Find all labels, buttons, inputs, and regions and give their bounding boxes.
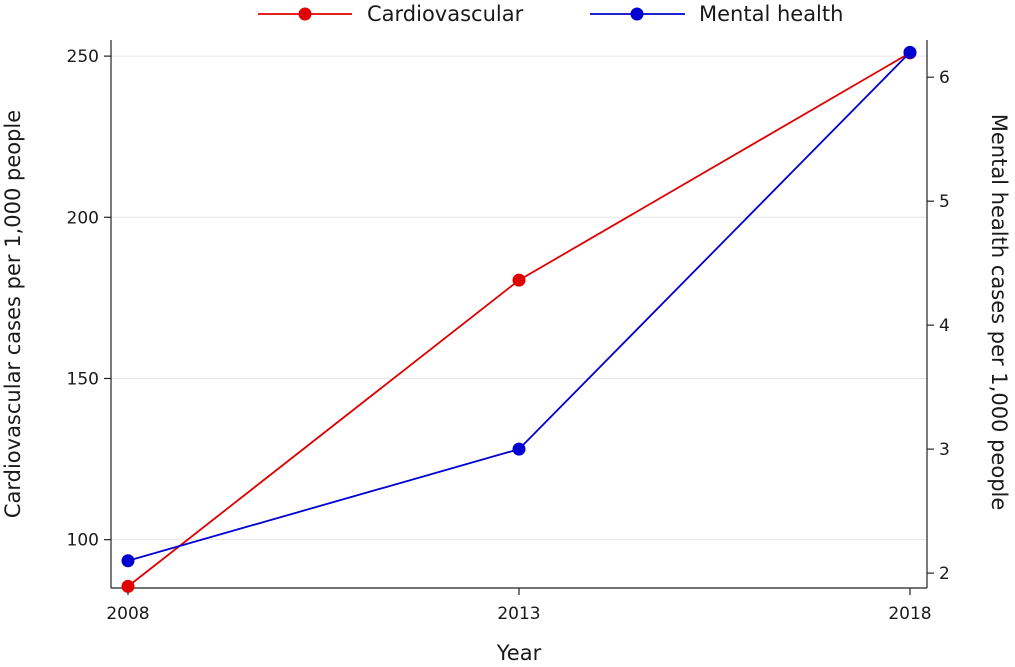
legend: Cardiovascular Mental health [258, 2, 843, 26]
right-tick-label-3: 3 [939, 440, 950, 460]
gridlines [111, 55, 927, 541]
x-axis-title: Year [496, 641, 542, 665]
legend-label-mental-health: Mental health [699, 2, 843, 26]
right-tick-label-5: 5 [939, 192, 950, 212]
series [121, 45, 917, 593]
x-tick-label-2013: 2013 [497, 604, 540, 624]
left-tick-label-100: 100 [67, 531, 99, 551]
legend-label-cardiovascular: Cardiovascular [367, 2, 524, 26]
data-point-mental-health-2013 [512, 442, 526, 456]
left-tick-label-150: 150 [67, 369, 99, 389]
series-line-cardiovascular [127, 52, 911, 588]
axes [110, 40, 928, 589]
right-tick-label-2: 2 [939, 564, 950, 584]
data-point-cardiovascular-2008 [121, 579, 135, 593]
right-axis-title: Mental health cases per 1,000 people [987, 114, 1011, 511]
right-tick-label-4: 4 [939, 316, 950, 336]
x-tick-label-2008: 2008 [106, 604, 149, 624]
legend-item-cardiovascular: Cardiovascular [258, 2, 524, 26]
series-line-mental-health [127, 51, 911, 562]
left-tick-label-250: 250 [67, 47, 99, 67]
data-point-mental-health-2018 [903, 45, 917, 59]
right-tick-label-6: 6 [939, 68, 950, 88]
ticks: 100 150 200 250 2 3 4 5 6 2008 2013 2018 [67, 47, 950, 624]
left-tick-label-200: 200 [67, 208, 99, 228]
data-point-mental-health-2008 [121, 554, 135, 568]
data-point-cardiovascular-2013 [512, 273, 526, 287]
legend-marker-mental-health [630, 7, 644, 21]
legend-item-mental-health: Mental health [590, 2, 843, 26]
legend-marker-cardiovascular [298, 7, 312, 21]
x-tick-label-2018: 2018 [888, 604, 931, 624]
left-axis-title: Cardiovascular cases per 1,000 people [1, 110, 25, 518]
